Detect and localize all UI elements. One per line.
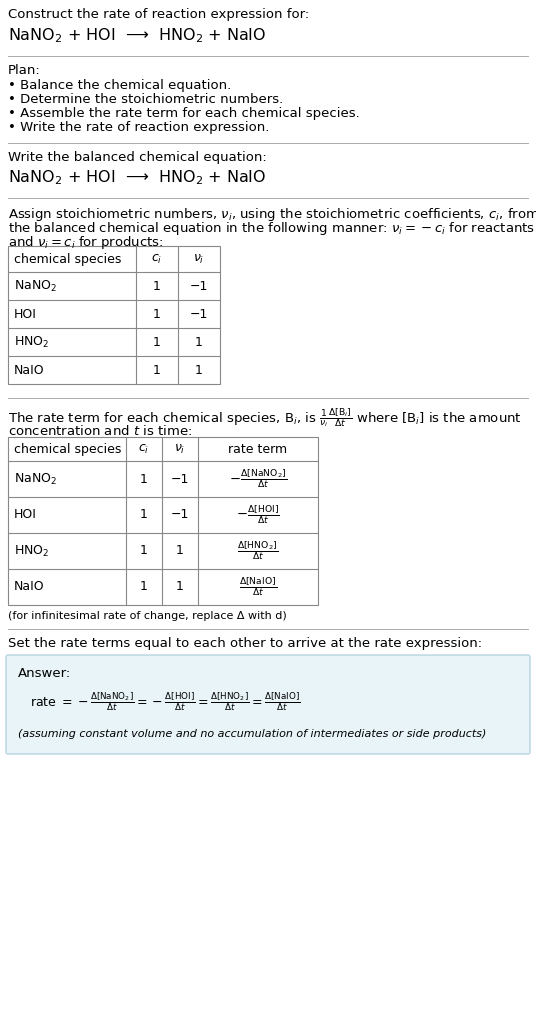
Text: Assign stoichiometric numbers, $\nu_i$, using the stoichiometric coefficients, $: Assign stoichiometric numbers, $\nu_i$, … <box>8 206 536 223</box>
Text: HNO$_2$: HNO$_2$ <box>14 335 49 349</box>
Text: (for infinitesimal rate of change, replace Δ with d): (for infinitesimal rate of change, repla… <box>8 611 287 621</box>
Text: 1: 1 <box>140 509 148 521</box>
Text: NaNO$_2$ + HOI  ⟶  HNO$_2$ + NaIO: NaNO$_2$ + HOI ⟶ HNO$_2$ + NaIO <box>8 168 266 186</box>
Text: NaNO$_2$: NaNO$_2$ <box>14 471 57 487</box>
Text: NaNO$_2$ + HOI  ⟶  HNO$_2$ + NaIO: NaNO$_2$ + HOI ⟶ HNO$_2$ + NaIO <box>8 26 266 45</box>
Text: Write the balanced chemical equation:: Write the balanced chemical equation: <box>8 151 267 164</box>
Bar <box>8 437 318 605</box>
Text: −1: −1 <box>190 307 208 321</box>
Text: −1: −1 <box>171 472 189 486</box>
Text: 1: 1 <box>153 280 161 292</box>
Text: The rate term for each chemical species, B$_i$, is $\frac{1}{\nu_i}\frac{\Delta[: The rate term for each chemical species,… <box>8 406 522 429</box>
Text: Plan:: Plan: <box>8 64 41 77</box>
Text: 1: 1 <box>195 363 203 377</box>
Text: HOI: HOI <box>14 307 37 321</box>
Text: $-\frac{\Delta[\mathrm{NaNO_2}]}{\Delta t}$: $-\frac{\Delta[\mathrm{NaNO_2}]}{\Delta … <box>229 467 287 491</box>
Text: 1: 1 <box>140 545 148 558</box>
Text: −1: −1 <box>190 280 208 292</box>
Text: NaIO: NaIO <box>14 580 44 593</box>
Text: Construct the rate of reaction expression for:: Construct the rate of reaction expressio… <box>8 8 309 21</box>
Bar <box>8 246 220 384</box>
Text: $\frac{\Delta[\mathrm{NaIO}]}{\Delta t}$: $\frac{\Delta[\mathrm{NaIO}]}{\Delta t}$ <box>239 576 277 598</box>
Text: the balanced chemical equation in the following manner: $\nu_i = -c_i$ for react: the balanced chemical equation in the fo… <box>8 220 535 237</box>
Text: $\nu_i$: $\nu_i$ <box>193 252 205 266</box>
Text: • Determine the stoichiometric numbers.: • Determine the stoichiometric numbers. <box>8 93 283 106</box>
Text: $c_i$: $c_i$ <box>151 252 162 266</box>
Text: NaNO$_2$: NaNO$_2$ <box>14 279 57 293</box>
Text: 1: 1 <box>140 472 148 486</box>
Text: • Assemble the rate term for each chemical species.: • Assemble the rate term for each chemic… <box>8 107 360 120</box>
Text: (assuming constant volume and no accumulation of intermediates or side products): (assuming constant volume and no accumul… <box>18 729 486 739</box>
Text: $-\frac{\Delta[\mathrm{HOI}]}{\Delta t}$: $-\frac{\Delta[\mathrm{HOI}]}{\Delta t}$ <box>236 504 280 526</box>
Text: rate $= -\frac{\Delta[\mathrm{NaNO_2}]}{\Delta t} = -\frac{\Delta[\mathrm{HOI}]}: rate $= -\frac{\Delta[\mathrm{NaNO_2}]}{… <box>30 690 301 713</box>
Text: HOI: HOI <box>14 509 37 521</box>
Text: 1: 1 <box>195 336 203 348</box>
Text: 1: 1 <box>176 545 184 558</box>
Text: 1: 1 <box>176 580 184 593</box>
Text: $c_i$: $c_i$ <box>138 443 150 455</box>
Text: chemical species: chemical species <box>14 252 121 266</box>
Text: 1: 1 <box>140 580 148 593</box>
Text: NaIO: NaIO <box>14 363 44 377</box>
Text: concentration and $t$ is time:: concentration and $t$ is time: <box>8 425 192 438</box>
Text: Set the rate terms equal to each other to arrive at the rate expression:: Set the rate terms equal to each other t… <box>8 637 482 651</box>
Text: 1: 1 <box>153 336 161 348</box>
Text: 1: 1 <box>153 363 161 377</box>
Text: $\frac{\Delta[\mathrm{HNO_2}]}{\Delta t}$: $\frac{\Delta[\mathrm{HNO_2}]}{\Delta t}… <box>237 540 279 563</box>
Text: HNO$_2$: HNO$_2$ <box>14 544 49 559</box>
Text: • Write the rate of reaction expression.: • Write the rate of reaction expression. <box>8 121 270 134</box>
Text: $\nu_i$: $\nu_i$ <box>174 443 185 455</box>
Text: and $\nu_i = c_i$ for products:: and $\nu_i = c_i$ for products: <box>8 234 163 251</box>
Text: −1: −1 <box>171 509 189 521</box>
FancyBboxPatch shape <box>6 655 530 754</box>
Text: 1: 1 <box>153 307 161 321</box>
Text: rate term: rate term <box>228 443 287 455</box>
Text: chemical species: chemical species <box>14 443 121 455</box>
Text: • Balance the chemical equation.: • Balance the chemical equation. <box>8 79 231 92</box>
Text: Answer:: Answer: <box>18 667 71 680</box>
